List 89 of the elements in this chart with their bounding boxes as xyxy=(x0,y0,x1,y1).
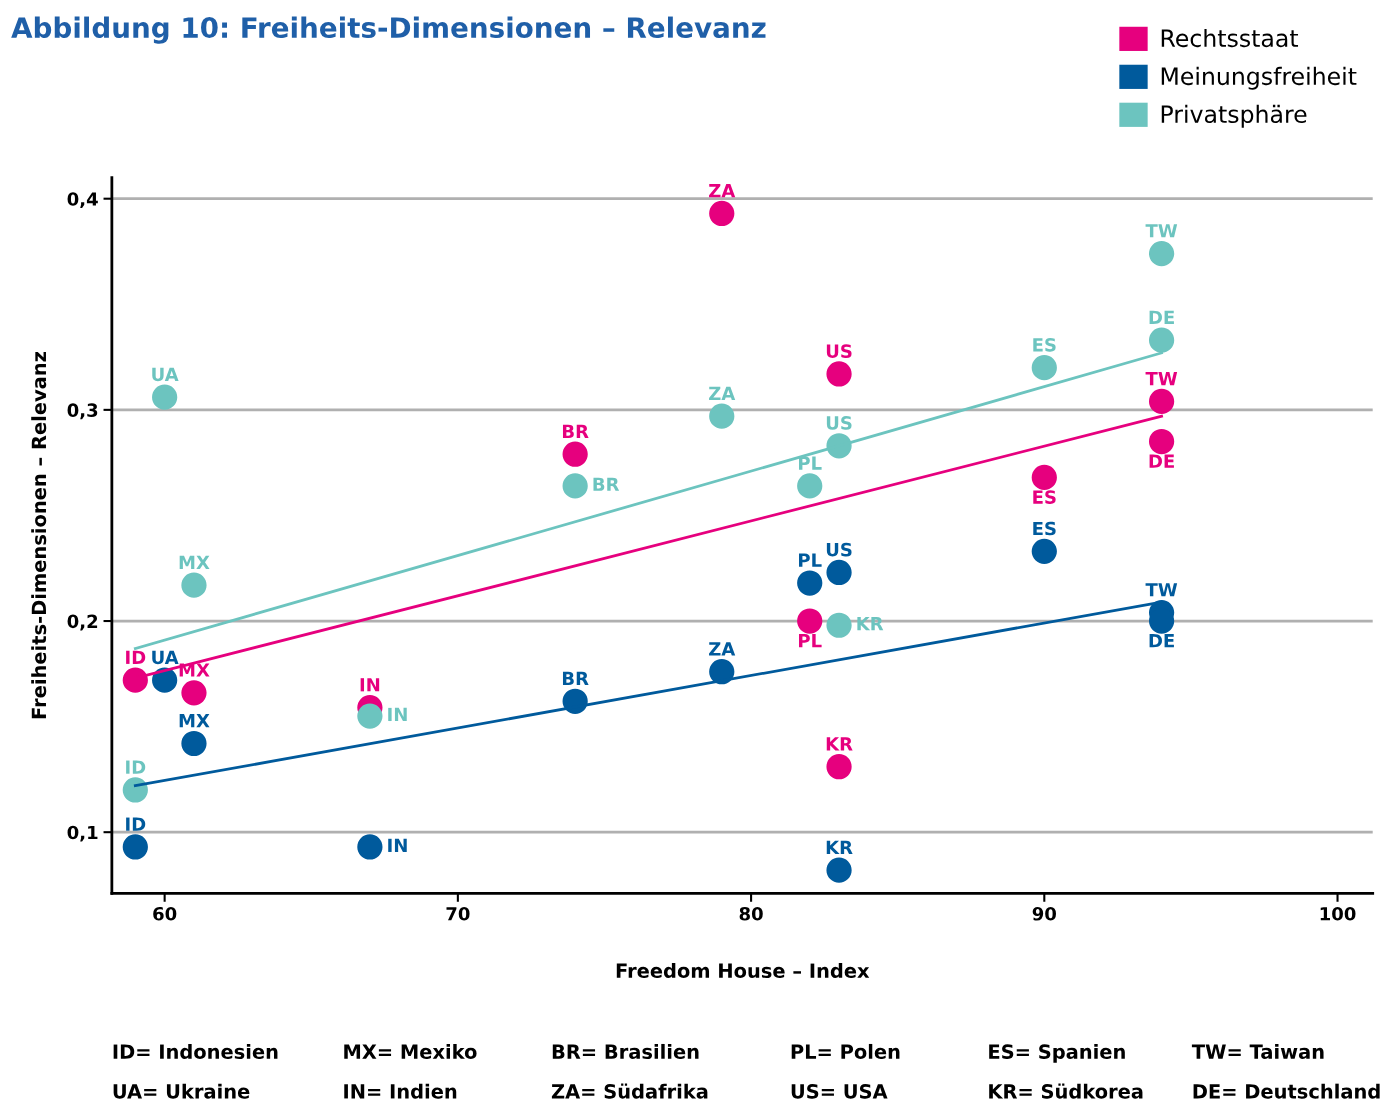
point xyxy=(797,570,823,596)
data-label: IN xyxy=(388,707,407,722)
point xyxy=(122,834,148,860)
data-label: ES xyxy=(1033,521,1056,536)
point xyxy=(357,703,383,729)
data-label: KR xyxy=(826,840,853,854)
x-tick-label: 100 xyxy=(1320,906,1356,921)
text: ZA= Südafrika xyxy=(551,1083,708,1099)
data-label: ID xyxy=(126,760,146,774)
y-tick-label: 0,1 xyxy=(67,825,98,842)
point xyxy=(181,680,207,706)
data-label: IN xyxy=(388,838,407,852)
data-label: PL xyxy=(799,553,822,567)
point xyxy=(826,559,852,586)
data-label: UA xyxy=(152,367,179,382)
data-label: US xyxy=(826,542,852,557)
data-label: DE xyxy=(1149,454,1174,468)
data-label: TW xyxy=(1145,372,1178,386)
data-label: PL xyxy=(799,634,822,648)
point xyxy=(1031,538,1057,564)
legend-label: Privatsphäre xyxy=(1161,104,1307,128)
point xyxy=(826,612,852,638)
data-label: ZA xyxy=(709,642,736,656)
point xyxy=(1148,327,1175,353)
point xyxy=(826,361,852,387)
text: DE= Deutschland xyxy=(1193,1083,1380,1099)
data-label: MX xyxy=(179,555,210,569)
data-label: KR xyxy=(826,737,853,751)
data-label: DE xyxy=(1149,634,1174,648)
point xyxy=(709,403,735,429)
point xyxy=(1031,355,1057,381)
data-label: US xyxy=(826,416,852,430)
y-tick-label: 0,3 xyxy=(67,403,98,420)
point xyxy=(152,384,178,410)
point xyxy=(797,473,823,499)
data-label: BR xyxy=(562,424,589,438)
data-label: PL xyxy=(799,456,822,470)
data-label: TW xyxy=(1145,583,1178,597)
legend-label: Meinungsfreiheit xyxy=(1161,66,1357,90)
data-label: MX xyxy=(179,714,210,728)
point xyxy=(826,857,852,883)
data-label: TW xyxy=(1145,224,1178,238)
text: US= USA xyxy=(791,1084,888,1099)
data-label: ZA xyxy=(709,184,736,198)
data-label: ES xyxy=(1033,337,1056,352)
point xyxy=(181,730,207,757)
text: TW= Taiwan xyxy=(1191,1043,1324,1060)
point xyxy=(562,473,588,499)
text: MX= Mexiko xyxy=(344,1043,477,1060)
y-tick-label: 0,2 xyxy=(67,614,98,631)
point xyxy=(826,754,852,780)
point xyxy=(562,441,588,467)
data-label: ID xyxy=(126,650,146,664)
point xyxy=(1148,388,1175,415)
data-label: UA xyxy=(152,650,179,665)
point xyxy=(181,572,207,598)
text: KR= Südkorea xyxy=(989,1083,1143,1099)
chart-title: Abbildung 10: Freiheits-Dimensionen – Relevanz xyxy=(11,16,766,44)
point xyxy=(797,608,823,634)
text: UA= Ukraine xyxy=(113,1083,250,1099)
data-label: IN xyxy=(360,678,380,692)
legend-label: Rechtsstaat xyxy=(1161,28,1299,48)
y-tick-label: 0,4 xyxy=(67,192,98,209)
data-label: ZA xyxy=(709,386,736,400)
point xyxy=(357,834,383,860)
data-label: ES xyxy=(1033,490,1056,504)
x-tick-label: 90 xyxy=(1032,906,1057,921)
x-axis-title: Freedom House – Index xyxy=(616,962,870,979)
data-label: ID xyxy=(126,817,146,831)
text: IN= Indien xyxy=(344,1083,457,1099)
text: BR= Brasilien xyxy=(552,1043,699,1060)
text: ID= Indonesien xyxy=(113,1043,278,1060)
y-axis-title: Freiheits-Dimensionen – Relevanz xyxy=(31,351,47,719)
data-label: US xyxy=(826,344,852,358)
data-label: KR xyxy=(857,617,884,631)
text: ES= Spanien xyxy=(989,1043,1125,1063)
data-label: BR xyxy=(593,477,620,491)
x-tick-label: 60 xyxy=(153,906,177,921)
point xyxy=(1148,428,1175,455)
data-label: BR xyxy=(562,671,589,686)
point xyxy=(122,777,148,803)
x-tick-label: 80 xyxy=(739,906,763,921)
point xyxy=(709,200,735,227)
point xyxy=(122,667,148,693)
text: PL= Polen xyxy=(791,1043,900,1060)
x-tick-label: 70 xyxy=(446,906,470,921)
point xyxy=(1031,464,1057,491)
point xyxy=(1148,240,1175,267)
data-label: DE xyxy=(1149,310,1174,324)
